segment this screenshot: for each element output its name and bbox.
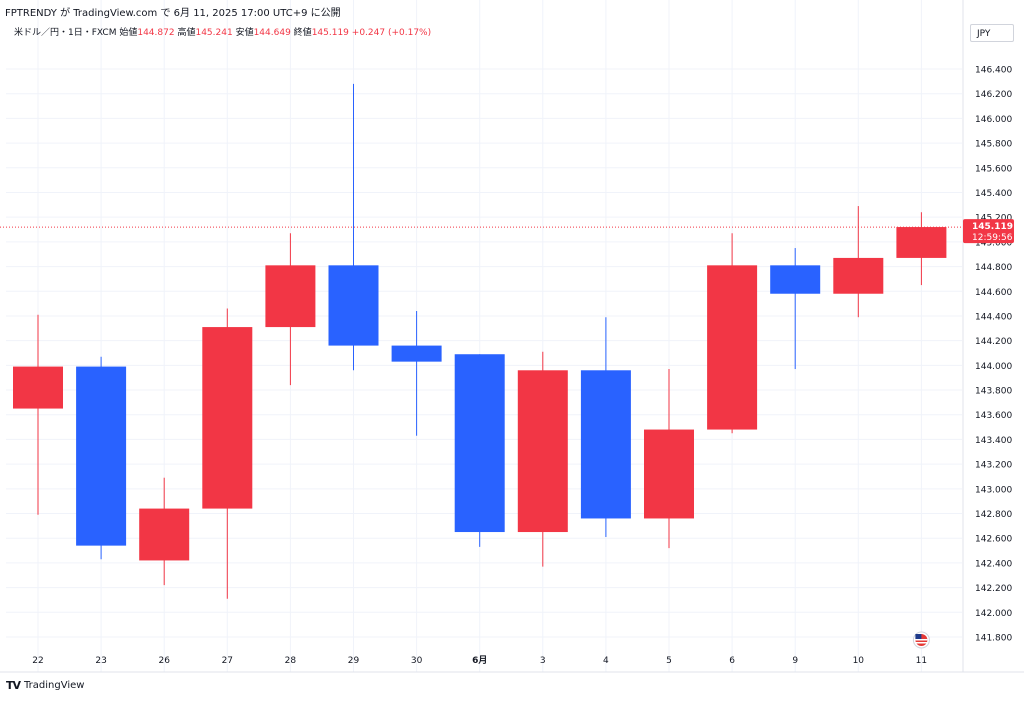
candle [202, 308, 253, 599]
candle [76, 356, 127, 560]
y-tick-label: 142.600 [975, 535, 1012, 545]
x-tick-label: 11 [916, 656, 927, 666]
close-value: 145.119 [311, 28, 349, 38]
x-tick-label: 10 [853, 656, 865, 666]
us-flag-icon [912, 631, 930, 649]
flag-canton [915, 634, 922, 639]
candle [580, 317, 631, 537]
x-tick-label: 26 [158, 656, 170, 666]
close-label: 終値 [293, 28, 312, 38]
grid-lines [6, 0, 962, 672]
ohlc-legend: 米ドル／円・1日・FXCM 始値144.872 高値145.241 安値144.… [14, 25, 431, 38]
candle-body [454, 354, 505, 533]
open-label: 始値 [119, 28, 138, 38]
low-label: 安値 [235, 28, 254, 38]
x-tick-label: 6 [729, 656, 735, 666]
currency-button[interactable]: JPY [970, 24, 1014, 42]
candle [644, 369, 694, 549]
y-tick-label: 146.200 [975, 90, 1012, 100]
y-tick-label: 142.000 [975, 609, 1012, 619]
x-tick-label: 29 [348, 656, 360, 666]
candle [770, 248, 821, 370]
x-tick-label: 22 [32, 656, 43, 666]
x-tick-label: 30 [411, 656, 423, 666]
publisher-line: FPTRENDY が TradingView.com で 6月 11, 2025… [5, 8, 341, 19]
candle [833, 206, 884, 318]
high-label: 高値 [177, 28, 196, 38]
x-tick-label: 6月 [472, 655, 487, 666]
high-value: 145.241 [195, 28, 233, 38]
candle [454, 354, 505, 547]
candle-body [770, 265, 821, 294]
y-tick-label: 145.000 [975, 238, 1012, 248]
y-tick-label: 142.800 [975, 510, 1012, 520]
x-tick-label: 9 [792, 656, 798, 666]
candle-body [896, 227, 947, 258]
candle-body [580, 370, 631, 519]
last-price-value: 145.119 [972, 222, 1013, 232]
countdown-value: 12:59:56 [972, 233, 1013, 243]
y-tick-label: 145.400 [975, 189, 1012, 199]
tradingview-logo-icon: TV [6, 679, 21, 692]
candle [517, 351, 568, 567]
candle [139, 477, 190, 586]
candle-body [707, 265, 758, 430]
y-tick-label: 143.800 [975, 387, 1012, 397]
x-tick-label: 27 [222, 656, 233, 666]
open-value: 144.872 [137, 28, 175, 38]
y-tick-label: 143.000 [975, 485, 1012, 495]
x-tick-label: 23 [95, 656, 106, 666]
candle-body [139, 508, 190, 561]
candle-body [644, 429, 694, 519]
flag-stripe [915, 642, 928, 644]
candle [13, 314, 63, 515]
last-price-tag [963, 219, 1014, 244]
x-tick-label: 3 [540, 656, 546, 666]
y-tick-label: 145.800 [975, 140, 1012, 150]
y-tick-label: 144.400 [975, 312, 1012, 322]
y-tick-label: 143.600 [975, 411, 1012, 421]
candle [896, 212, 947, 286]
y-tick-label: 144.600 [975, 288, 1012, 298]
candle-body [76, 366, 127, 546]
symbol-label[interactable]: 米ドル／円・1日・FXCM [14, 28, 117, 38]
y-tick-label: 145.600 [975, 164, 1012, 174]
candle [265, 233, 316, 386]
y-tick-label: 144.000 [975, 362, 1012, 372]
candle-body [13, 366, 63, 409]
candle-body [517, 370, 568, 533]
y-tick-label: 142.400 [975, 559, 1012, 569]
y-tick-label: 141.800 [975, 634, 1012, 644]
y-tick-label: 143.400 [975, 436, 1012, 446]
change-value: +0.247 (+0.17%) [351, 28, 432, 38]
flag-stripe [915, 639, 928, 641]
low-value: 144.649 [253, 28, 291, 38]
y-tick-label: 146.000 [975, 115, 1012, 125]
price-axis[interactable]: 141.800 142.000 142.200 142.400 142.600 142.8… [962, 0, 1012, 672]
y-tick-label: 144.800 [975, 263, 1012, 273]
x-tick-label: 28 [285, 656, 297, 666]
candle-body [202, 327, 253, 509]
candle-body [328, 265, 379, 346]
candles [13, 83, 947, 599]
candle [391, 311, 442, 436]
candle-body [391, 345, 442, 362]
time-axis[interactable]: 22 23 26 27 28 29 30 6月 3 4 5 6 9 10 11 [0, 655, 1024, 673]
candle [328, 83, 379, 371]
candle [707, 233, 758, 434]
y-tick-label: 146.400 [975, 66, 1012, 76]
y-tick-label: 144.200 [975, 337, 1012, 347]
tradingview-logo[interactable]: TV TradingView [6, 679, 84, 692]
x-tick-label: 4 [603, 656, 609, 666]
y-tick-label: 145.200 [975, 214, 1012, 224]
y-tick-label: 143.200 [975, 461, 1012, 471]
y-tick-label: 142.200 [975, 584, 1012, 594]
brand-name: TradingView [24, 680, 85, 691]
candle-body [833, 257, 884, 294]
x-tick-label: 5 [666, 656, 672, 666]
candle-body [265, 265, 316, 328]
